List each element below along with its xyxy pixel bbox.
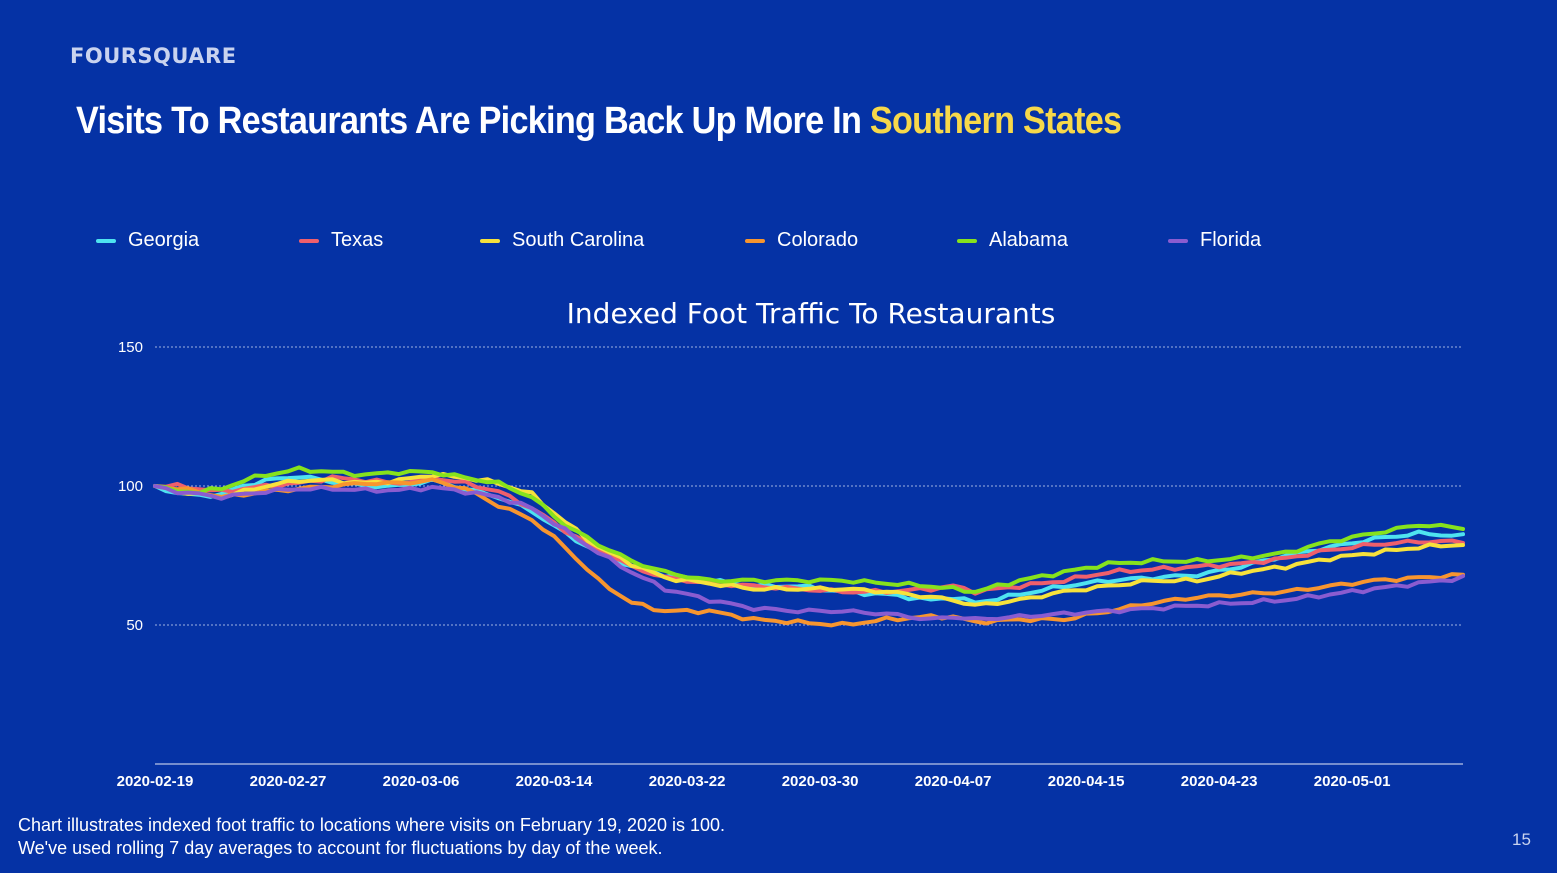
legend-swatch [96,238,116,243]
x-tick-label: 2020-03-06 [383,773,460,790]
x-tick-label: 2020-03-14 [516,773,593,790]
x-tick-label: 2020-03-22 [649,773,726,790]
footnote: Chart illustrates indexed foot traffic t… [18,814,725,860]
series-line-georgia [153,474,1465,605]
title-main: Visits To Restaurants Are Picking Back U… [76,100,870,142]
series-line-south-carolina [153,472,1465,607]
legend-swatch [957,238,977,243]
legend-swatch [480,238,500,243]
page-title: Visits To Restaurants Are Picking Back U… [76,100,1122,143]
y-tick-label: 150 [118,339,143,356]
legend-item-alabama: Alabama [957,229,1068,252]
legend-item-florida: Florida [1168,229,1261,252]
legend-label: Florida [1200,229,1262,251]
legend-item-south-carolina: South Carolina [480,229,644,252]
legend-swatch [299,238,319,243]
legend-swatch [1168,238,1188,243]
legend-label: Georgia [128,229,200,251]
series-line-texas [153,474,1465,596]
x-tick-label: 2020-03-30 [782,773,859,790]
brand-logo: FOURSQUARE [70,44,237,68]
footnote-line-2: We've used rolling 7 day averages to acc… [18,838,663,858]
legend-label: Texas [331,229,384,251]
legend-item-texas: Texas [299,229,383,252]
x-tick-label: 2020-02-19 [117,773,194,790]
x-tick-label: 2020-04-23 [1181,773,1258,790]
x-tick-label: 2020-04-07 [915,773,992,790]
page-number: 15 [1512,830,1531,849]
chart-title: Indexed Foot Traffic To Restaurants [567,297,1056,330]
chart-legend: Georgia Texas South Carolina Colorado Alabam… [96,229,1346,255]
x-tick-label: 2020-05-01 [1314,773,1391,790]
series-line-florida [153,484,1465,622]
series-line-alabama [153,465,1465,594]
legend-label: South Carolina [512,229,645,251]
series-line-colorado [153,477,1465,628]
y-tick-label: 100 [118,478,143,495]
y-tick-label: 50 [126,617,143,634]
x-tick-label: 2020-02-27 [250,773,327,790]
title-highlight: Southern States [869,100,1122,142]
footnote-line-1: Chart illustrates indexed foot traffic t… [18,815,726,835]
legend-label: Alabama [989,229,1068,251]
legend-item-georgia: Georgia [96,229,199,252]
x-tick-label: 2020-04-15 [1048,773,1125,790]
legend-label: Colorado [777,229,859,251]
legend-swatch [745,238,765,243]
legend-item-colorado: Colorado [745,229,858,252]
